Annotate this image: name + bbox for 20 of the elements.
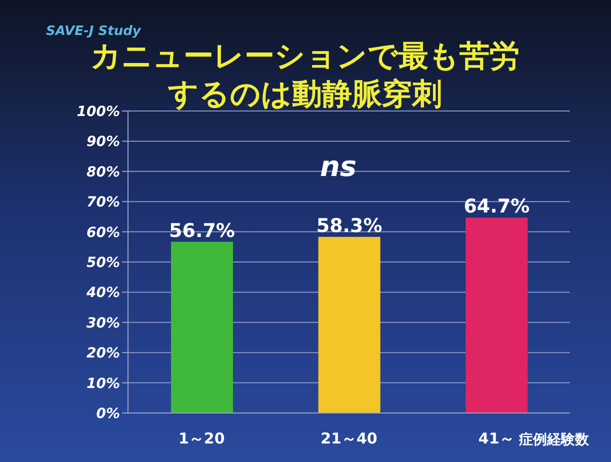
annotation: ns: [320, 150, 357, 183]
y-tick-label: 20%: [86, 346, 120, 362]
y-tick-label: 40%: [85, 285, 120, 302]
y-tick-label: 30%: [86, 315, 120, 332]
x-tick-label: 21～40: [320, 430, 378, 448]
y-tick-label: 0%: [96, 406, 120, 422]
data-label: 58.3%: [316, 214, 382, 237]
y-tick-label: 80%: [86, 164, 120, 180]
y-tick-label: 70%: [86, 194, 120, 211]
y-tick-label: 10%: [86, 376, 120, 392]
y-tick-label: 90%: [86, 134, 120, 150]
x-axis-title: 症例経験数: [519, 431, 589, 449]
x-tick-label: 1～20: [178, 430, 225, 448]
text: SAVE-J Study: [46, 24, 141, 39]
data-label: 64.7%: [464, 196, 530, 218]
data-label: 56.7%: [169, 220, 235, 242]
x-tick-label: 41～: [478, 430, 514, 448]
y-tick-label: 50%: [86, 254, 120, 271]
y-tick-label: 100%: [76, 104, 120, 120]
y-tick-label: 60%: [86, 224, 120, 241]
